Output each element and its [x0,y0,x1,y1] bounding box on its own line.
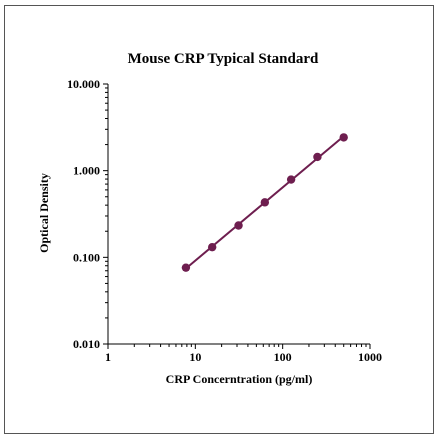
x-tick-label: 1000 [358,350,382,364]
x-tick-label: 100 [274,350,292,364]
x-tick-label: 1 [105,350,111,364]
x-tick-label: 10 [189,350,201,364]
chart-title: Mouse CRP Typical Standard [128,51,319,67]
y-tick-label: 0.100 [73,250,100,264]
y-tick-label: 0.010 [73,337,100,351]
data-point [234,221,243,230]
y-tick-label: 1.000 [73,164,100,178]
x-axis-label: CRP Concerntration (pg/ml) [166,372,313,386]
data-point [181,263,191,272]
series [181,133,348,272]
y-tick-label: 10.000 [67,77,100,91]
y-axis-label: Optical Density [37,173,51,253]
chart-frame [4,5,434,434]
axes [107,84,370,345]
ticks: 1 10 100 1000 0.010 0.100 1.000 10.000 [67,77,382,364]
data-point [207,242,217,252]
data-point [286,175,296,184]
data-point [313,152,322,162]
data-point [339,133,348,142]
data-point [260,198,270,207]
